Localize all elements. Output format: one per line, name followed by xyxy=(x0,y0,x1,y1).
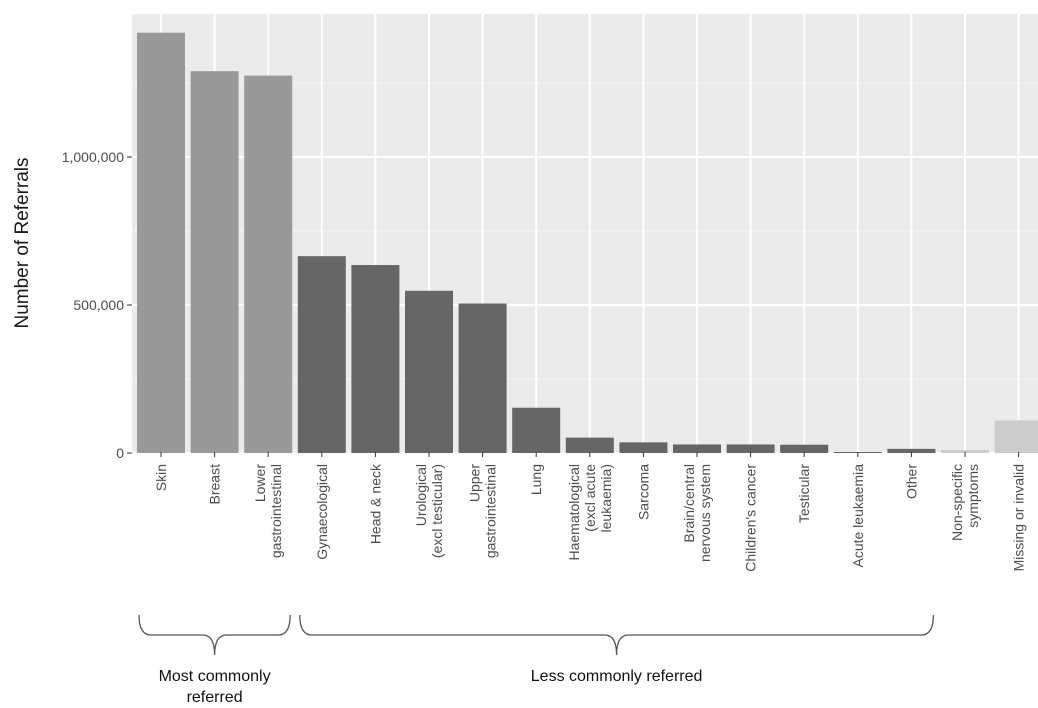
bar xyxy=(673,444,721,453)
x-tick-label: Upper xyxy=(467,464,483,502)
x-tick-label: Children's cancer xyxy=(743,464,759,572)
group-brace xyxy=(299,614,935,656)
bar xyxy=(297,256,346,453)
y-tick-label: 500,000 xyxy=(73,297,124,313)
x-tick-label: nervous system xyxy=(697,464,713,562)
x-tick-label: (excl acute xyxy=(582,464,598,532)
x-tick-label: symptoms xyxy=(965,464,981,528)
bar xyxy=(244,75,293,453)
x-tick-label: Breast xyxy=(207,464,223,505)
y-tick-label: 1,000,000 xyxy=(62,149,124,165)
bar xyxy=(726,444,775,453)
bar xyxy=(405,290,453,453)
x-tick-label: Haematological xyxy=(566,464,582,561)
x-tick-label: Testicular xyxy=(796,464,812,523)
y-tick-label: 0 xyxy=(116,445,124,461)
x-tick-label: Other xyxy=(903,464,919,499)
x-tick-label: gastrointestinal xyxy=(268,464,284,558)
bars xyxy=(137,32,1038,454)
bar xyxy=(565,437,614,453)
x-tick-label: gastrointestinal xyxy=(483,464,499,558)
y-axis-title: Number of Referrals xyxy=(12,157,33,328)
bar xyxy=(994,420,1038,453)
x-tick-label: Acute leukaemia xyxy=(850,464,866,568)
x-tick-label: Gynaecological xyxy=(314,464,330,560)
bar xyxy=(780,444,829,453)
y-axis: 0 500,000 1,000,000 xyxy=(62,149,132,461)
bar xyxy=(941,450,989,453)
bar xyxy=(619,442,668,453)
bar xyxy=(887,448,936,453)
category-groups: Most commonly referred Less commonly refer… xyxy=(138,614,935,706)
x-tick-label: Sarcoma xyxy=(635,464,651,520)
bar xyxy=(190,71,239,453)
x-tick-label: Head & neck xyxy=(367,463,383,544)
group-brace xyxy=(138,614,291,656)
bar xyxy=(137,32,185,454)
x-tick-label: leukaemia) xyxy=(598,464,614,532)
bar xyxy=(351,265,400,453)
bar xyxy=(458,303,507,453)
group-label: Less commonly referred xyxy=(531,668,703,685)
x-axis: Skin Breast Lower gastrointestinal Gynaecolo… xyxy=(153,452,1027,572)
x-tick-label: Non-specific xyxy=(949,464,965,541)
x-tick-label: Urological xyxy=(413,464,429,526)
x-tick-label: (excl testicular) xyxy=(429,464,445,558)
x-tick-label: Lower xyxy=(252,464,268,502)
group-label: Most commonly xyxy=(159,668,271,685)
x-tick-label: Skin xyxy=(153,464,169,491)
x-tick-label: Brain/central xyxy=(681,464,697,543)
x-tick-label: Missing or invalid xyxy=(1011,464,1027,571)
x-tick-label: Lung xyxy=(528,464,544,495)
bar xyxy=(512,407,561,453)
group-label: referred xyxy=(187,689,243,706)
